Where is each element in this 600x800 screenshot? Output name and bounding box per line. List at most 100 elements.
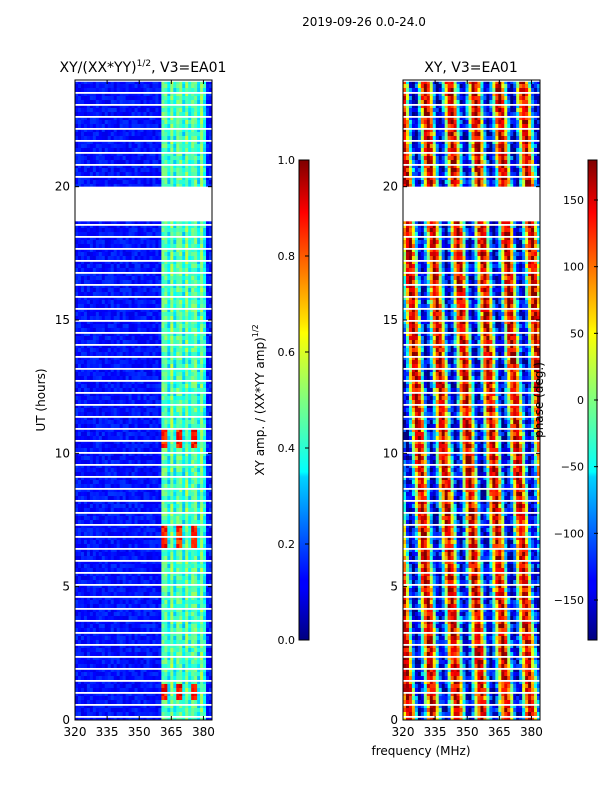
heat-cell — [137, 232, 141, 237]
heat-cell — [95, 244, 100, 249]
heat-cell — [83, 104, 88, 109]
heat-cell — [110, 84, 115, 89]
heat-cell — [110, 176, 115, 181]
heat-cell — [125, 224, 130, 229]
heat-cell — [176, 540, 180, 545]
heat-cell — [80, 372, 85, 377]
heat-cell — [179, 484, 183, 489]
heat-cell — [173, 184, 177, 189]
heat-cell — [86, 288, 91, 293]
heat-cell — [170, 140, 174, 145]
heat-cell — [128, 312, 132, 317]
heat-cell — [200, 288, 204, 293]
heat-cell — [191, 352, 195, 357]
heat-cell — [146, 400, 150, 405]
heat-cell — [182, 412, 186, 417]
heat-cell — [128, 400, 132, 405]
heat-cell — [209, 276, 212, 281]
heat-cell — [203, 412, 207, 417]
heat-cell — [125, 336, 130, 341]
heat-cell — [107, 144, 112, 149]
heat-cell — [200, 512, 204, 517]
heat-cell — [185, 508, 189, 513]
heat-cell — [179, 388, 183, 393]
heat-cell — [188, 428, 192, 433]
heat-cell — [86, 104, 91, 109]
heat-cell — [167, 388, 171, 393]
heat-cell — [206, 232, 210, 237]
heat-cell — [95, 164, 100, 169]
heat-cell — [188, 180, 192, 185]
heat-cell — [149, 480, 153, 485]
heat-cell — [164, 504, 168, 509]
heat-cell — [209, 336, 212, 341]
heat-cell — [176, 512, 180, 517]
heat-cell — [128, 348, 132, 353]
heat-cell — [110, 172, 115, 177]
heat-cell — [152, 240, 156, 245]
heat-cell — [134, 220, 138, 225]
heat-cell — [143, 100, 147, 105]
heat-cell — [125, 168, 130, 173]
heat-cell — [137, 376, 141, 381]
heat-cell — [75, 420, 79, 425]
heat-cell — [125, 480, 130, 485]
heat-cell — [98, 540, 103, 545]
heat-cell — [92, 224, 97, 229]
heat-cell — [98, 512, 103, 517]
heat-cell — [122, 456, 127, 461]
heat-cell — [86, 336, 91, 341]
heat-cell — [164, 144, 168, 149]
heat-cell — [152, 468, 156, 473]
heat-cell — [86, 448, 91, 453]
heat-cell — [209, 424, 212, 429]
heat-cell — [125, 228, 130, 233]
heat-cell — [158, 472, 162, 477]
heat-cell — [125, 484, 130, 489]
heat-cell — [167, 504, 171, 509]
heat-cell — [173, 312, 177, 317]
heat-cell — [155, 504, 159, 509]
heat-cell — [173, 428, 177, 433]
heat-cell — [146, 336, 150, 341]
heat-cell — [203, 316, 207, 321]
heat-cell — [137, 128, 141, 133]
heat-cell — [149, 148, 153, 153]
heat-cell — [188, 520, 192, 525]
heat-cell — [158, 392, 162, 397]
heat-cell — [194, 436, 198, 441]
heat-cell — [206, 244, 210, 249]
heat-cell — [155, 292, 159, 297]
heat-cell — [95, 152, 100, 157]
heat-cell — [146, 288, 150, 293]
heat-cell — [185, 364, 189, 369]
heat-cell — [143, 128, 147, 133]
heat-cell — [140, 232, 144, 237]
heat-cell — [170, 424, 174, 429]
heat-cell — [179, 296, 183, 301]
heat-cell — [200, 352, 204, 357]
heat-cell — [206, 492, 210, 497]
heat-cell — [179, 144, 183, 149]
heat-cell — [131, 100, 135, 105]
heat-cell — [107, 480, 112, 485]
heat-cell — [188, 532, 192, 537]
heat-cell — [167, 124, 171, 129]
heat-cell — [203, 124, 207, 129]
heat-cell — [110, 464, 115, 469]
heat-cell — [107, 224, 112, 229]
heat-cell — [122, 296, 127, 301]
heat-cell — [83, 460, 88, 465]
heat-cell — [146, 536, 150, 541]
heat-cell — [188, 112, 192, 117]
heat-cell — [83, 292, 88, 297]
heat-cell — [107, 264, 112, 269]
heat-cell — [92, 364, 97, 369]
heat-cell — [158, 144, 162, 149]
heat-cell — [110, 416, 115, 421]
heat-cell — [182, 332, 186, 337]
heat-cell — [83, 480, 88, 485]
heat-cell — [170, 132, 174, 137]
heat-cell — [161, 436, 165, 441]
heat-cell — [140, 348, 144, 353]
